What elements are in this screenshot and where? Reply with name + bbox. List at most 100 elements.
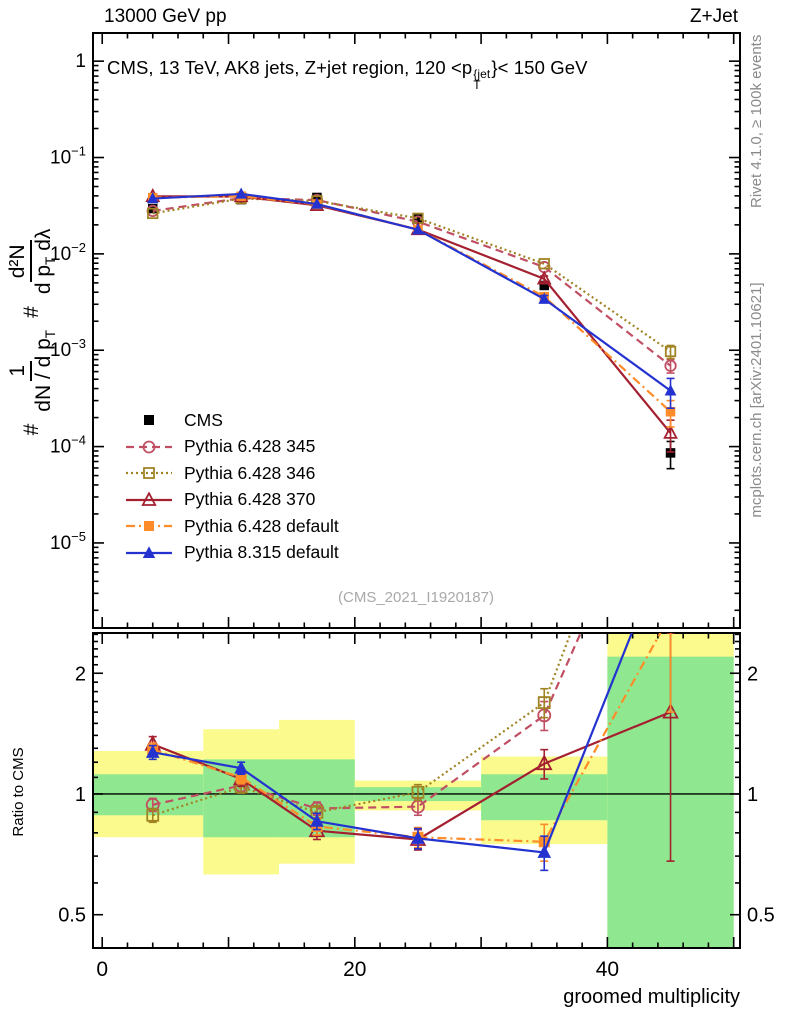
legend-item-pythia-6-428-346: Pythia 6.428 346 [126, 460, 339, 487]
data-point-marker [664, 384, 677, 396]
series-line [152, 197, 672, 353]
series-pythia-6-428-346 [147, 192, 677, 360]
data-point-marker [539, 280, 549, 291]
x-tick-label: 40 [596, 958, 619, 981]
data-point-marker [663, 424, 678, 439]
series-pythia-8-315-default [145, 528, 678, 872]
beam-energy-label: 13000 GeV pp [104, 6, 227, 27]
legend-item-pythia-8-315-default: Pythia 8.315 default [126, 540, 339, 567]
legend-marker-glyph [143, 467, 155, 480]
data-point-marker [538, 258, 550, 270]
analysis-label: Z+Jet [689, 6, 738, 27]
legend-label: Pythia 6.428 default [184, 515, 339, 536]
legend-marker-cms [144, 415, 154, 426]
legend-label: Pythia 6.428 345 [184, 436, 316, 457]
legend-item-cms: CMS [126, 407, 339, 434]
x-axis-title: groomed multiplicity [563, 986, 740, 1008]
y-title-hash-1: # [20, 423, 43, 436]
data-point-marker [665, 406, 676, 417]
ratio-tick-label-left: 2 [75, 663, 86, 685]
series-line [152, 197, 672, 367]
band-green [481, 774, 608, 821]
ratio-tick-label-left: 0.5 [58, 905, 86, 927]
legend-marker-glyph [144, 415, 154, 426]
plot-title: CMS, 13 TeV, AK8 jets, Z+jet region, 120… [107, 57, 747, 92]
pt-subscript: T [473, 78, 481, 93]
mcplots-reference-note: mcplots.cern.ch [arXiv:2401.10621] [748, 282, 765, 518]
legend-item-pythia-6-428-345: Pythia 6.428 345 [126, 434, 339, 461]
ratio-panel-frame [92, 632, 741, 949]
plot-title-suffix: }< 150 GeV [491, 57, 588, 78]
legend: CMS Pythia 6.428 345 Pythia 6.428 346 Pythi… [126, 407, 339, 566]
legend-marker-glyph [144, 521, 154, 532]
y-title-fraction-1: 1 dN / d pT [6, 326, 58, 416]
series-line [152, 633, 633, 854]
data-point-marker [536, 270, 552, 285]
data-point-marker [145, 744, 160, 758]
ratio-tick-label-right: 1 [747, 784, 758, 806]
series-line [152, 633, 662, 843]
series-pythia-6-428-default [147, 191, 676, 428]
pt-superscript: {jet [473, 67, 491, 81]
pt-jet-symbol: {jet T [473, 67, 491, 93]
legend-marker-pythia-6-428-370 [126, 491, 172, 506]
fraction-denominator: dN / d pT [31, 329, 58, 412]
y-tick-label: 10−4 [50, 433, 86, 458]
data-point-marker [146, 192, 159, 204]
legend-marker-glyph [142, 440, 156, 454]
legend-marker-glyph [141, 491, 157, 506]
data-point-marker [235, 187, 248, 199]
data-point-marker [537, 844, 552, 858]
x-axis-ticks [101, 33, 735, 948]
x-tick-labels: 0 20 40 [96, 958, 619, 981]
data-point-marker [413, 214, 423, 224]
series-pythia-6-428-345 [146, 191, 677, 374]
watermark: (CMS_2021_I1920187) [338, 589, 494, 606]
legend-marker-glyph [142, 545, 156, 558]
data-point-marker [538, 292, 551, 304]
data-point-marker [411, 830, 425, 844]
fraction-numerator: d²N [6, 240, 32, 283]
legend-marker-pythia-6-428-default [126, 521, 172, 532]
y-tick-label: 10−1 [50, 144, 86, 169]
legend-label: Pythia 6.428 346 [184, 462, 316, 483]
ratio-y-axis-ticks [93, 633, 740, 916]
series-line [152, 192, 672, 392]
ratio-axis-title: Ratio to CMS [10, 747, 27, 837]
data-point-marker [537, 696, 551, 709]
series-line [152, 195, 672, 434]
series-pythia-8-315-default [146, 187, 677, 410]
legend-item-pythia-6-428-370: Pythia 6.428 370 [126, 487, 339, 514]
data-point-marker [664, 528, 678, 541]
y-title-hash-2: # [20, 306, 43, 318]
plot-title-text: CMS, 13 TeV, AK8 jets, Z+jet region, 120… [107, 57, 473, 78]
legend-marker-pythia-6-428-346 [126, 467, 172, 480]
data-point-marker [664, 359, 677, 372]
legend-item-pythia-6-428-default: Pythia 6.428 default [126, 513, 339, 540]
legend-label: CMS [184, 409, 223, 430]
fraction-denominator: d pT dλ [31, 228, 58, 295]
legend-label: Pythia 8.315 default [184, 542, 339, 563]
ratio-y-tick-labels: 2 2 1 1 0.5 0.5 [58, 663, 775, 926]
data-point-marker [411, 785, 425, 799]
data-point-marker [234, 760, 248, 774]
y-title-fraction-2: d²N d pT dλ [6, 225, 58, 299]
data-point-marker [665, 609, 676, 620]
rivet-version-note: Rivet 4.1.0, ≥ 100k events [748, 34, 765, 208]
main-panel-frame [92, 32, 741, 629]
data-point-marker [235, 771, 247, 783]
data-point-marker [146, 808, 160, 822]
x-tick-label: 0 [96, 958, 108, 981]
data-point-marker [412, 223, 424, 235]
ratio-tick-label-right: 0.5 [747, 905, 775, 927]
y-tick-label: 10−5 [50, 529, 86, 554]
fraction-numerator: 1 [6, 360, 32, 381]
data-point-marker [664, 345, 677, 358]
y-tick-label: 1 [75, 51, 86, 72]
ratio-tick-label-right: 2 [747, 663, 758, 685]
data-point-marker [147, 207, 159, 220]
legend-marker-pythia-6-428-345 [126, 440, 172, 454]
data-point-marker [662, 702, 679, 719]
